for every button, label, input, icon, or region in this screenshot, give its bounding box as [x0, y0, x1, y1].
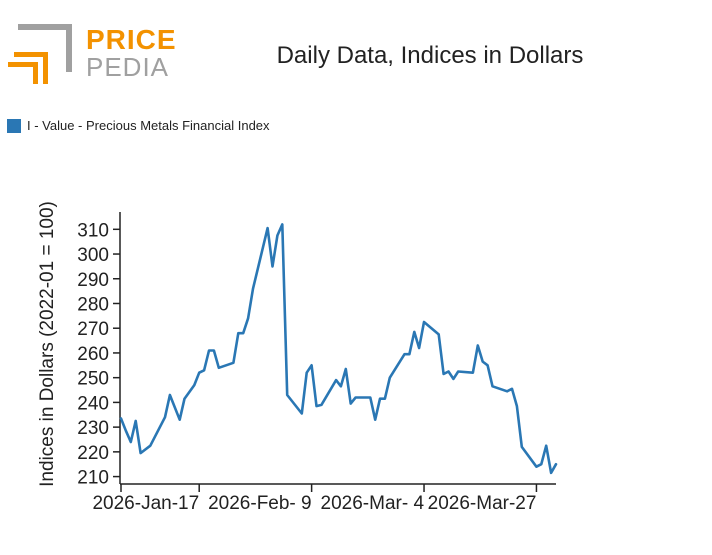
x-tick-label: 2026-Mar-27 — [428, 493, 537, 514]
pricepedia-logo: PRICE PEDIA — [8, 22, 176, 84]
series-layer — [119, 223, 558, 475]
logo-gray-bracket — [18, 24, 72, 72]
y-tick-label: 290 — [77, 270, 109, 291]
y-axis: 210 220 230 240 250 260 270 280 290 300 310 — [77, 212, 121, 489]
y-tick-label: 220 — [77, 443, 109, 464]
y-tick-label: 210 — [77, 468, 109, 489]
y-tick-label: 280 — [77, 294, 109, 315]
y-tick-label: 240 — [77, 393, 109, 414]
logo-text-price: PRICE — [86, 24, 177, 55]
logo-orange-bracket-outer — [8, 62, 38, 84]
legend-swatch — [7, 118, 21, 133]
y-tick-label: 310 — [77, 220, 109, 241]
series-line — [119, 223, 558, 475]
x-tick-label: 2026-Jan-17 — [92, 493, 199, 514]
y-tick-label: 300 — [77, 245, 109, 266]
y-tick-label: 270 — [77, 319, 109, 340]
legend[interactable]: I - Value - Precious Metals Financial In… — [7, 118, 270, 133]
x-axis: 2026-Jan-17 2026-Feb- 9 2026-Mar- 4 2026-Ma… — [92, 483, 556, 514]
y-tick-label: 260 — [77, 344, 109, 365]
y-tick-label: 230 — [77, 418, 109, 439]
x-tick-label: 2026-Mar- 4 — [321, 493, 425, 514]
legend-label: I - Value - Precious Metals Financial In… — [27, 118, 270, 133]
chart-title: Daily Data, Indices in Dollars — [276, 42, 584, 69]
y-axis-label: Indices in Dollars (2022-01 = 100) — [37, 201, 58, 487]
x-tick-label: 2026-Feb- 9 — [208, 493, 312, 514]
logo-text-pedia: PEDIA — [86, 52, 170, 82]
y-tick-label: 250 — [77, 369, 109, 390]
logo-orange-bracket-inner — [14, 52, 48, 84]
logo-mark-icon — [8, 24, 72, 84]
